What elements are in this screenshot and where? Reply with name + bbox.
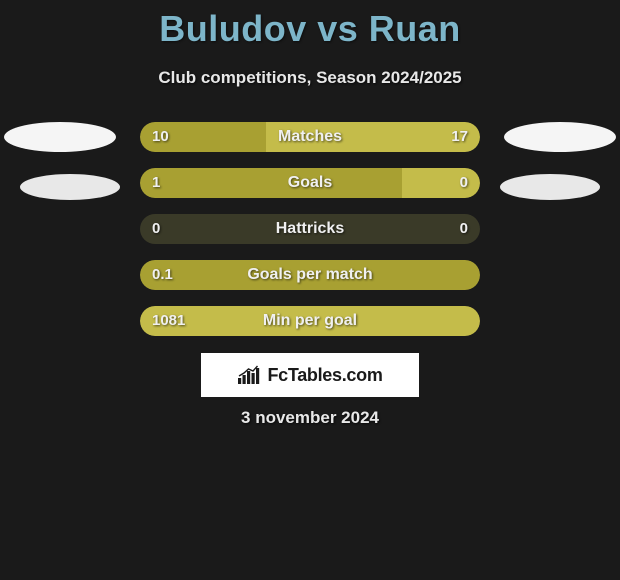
stat-label: Goals per match [140, 260, 480, 290]
stat-label: Goals [140, 168, 480, 198]
date-caption: 3 november 2024 [0, 408, 620, 428]
source-logo-text: FcTables.com [267, 365, 382, 386]
subtitle: Club competitions, Season 2024/2025 [0, 68, 620, 88]
stat-row: 0.1Goals per match [140, 260, 480, 290]
page-title: Buludov vs Ruan [0, 0, 620, 50]
source-logo: FcTables.com [201, 353, 419, 397]
avatar-left-2 [20, 174, 120, 200]
stat-label: Matches [140, 122, 480, 152]
stat-row: 1081Min per goal [140, 306, 480, 336]
avatar-right-1 [504, 122, 616, 152]
stat-label: Min per goal [140, 306, 480, 336]
stat-row: 00Hattricks [140, 214, 480, 244]
stats-bars: 1017Matches 10Goals 00Hattricks 0.1Goals pe… [140, 122, 480, 352]
chart-bars-icon [237, 365, 263, 385]
avatar-left-1 [4, 122, 116, 152]
stat-label: Hattricks [140, 214, 480, 244]
stat-row: 10Goals [140, 168, 480, 198]
stat-row: 1017Matches [140, 122, 480, 152]
avatar-right-2 [500, 174, 600, 200]
